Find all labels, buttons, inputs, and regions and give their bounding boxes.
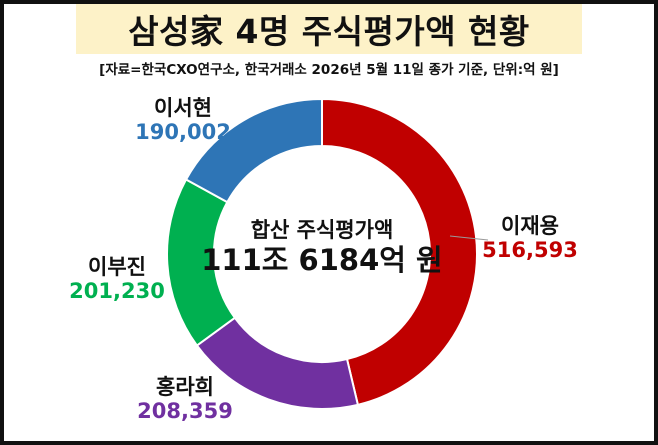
donut-slice-0 (321, 97, 478, 406)
slice-name-2: 이부진 (88, 255, 146, 279)
slice-name-0: 이재용 (501, 214, 559, 238)
donut-slice-3 (184, 97, 323, 204)
slice-value-1: 208,359 (137, 399, 233, 423)
chart-title: 삼성家 4명 주식평가액 현황 (128, 12, 530, 51)
slice-value-2: 201,230 (69, 279, 165, 303)
title-banner: 삼성家 4명 주식평가액 현황 (76, 4, 582, 54)
center-total-value: 111조 6184억 원 (201, 243, 443, 277)
slice-label-0: 이재용 516,593 (470, 214, 590, 262)
slice-name-1: 홍라희 (156, 375, 214, 399)
chart-subtitle: [자료=한국CXO연구소, 한국거래소 2026년 5월 11일 종가 기준, … (99, 62, 559, 78)
slice-label-3: 이서현 190,002 (128, 96, 238, 144)
slice-label-1: 홍라희 208,359 (130, 375, 240, 423)
slice-value-0: 516,593 (482, 238, 578, 262)
slice-value-3: 190,002 (135, 120, 231, 144)
center-total-label: 합산 주식평가액 (250, 218, 394, 242)
slice-name-3: 이서현 (154, 96, 212, 120)
slice-label-2: 이부진 201,230 (62, 255, 172, 303)
leader-line-0 (449, 235, 489, 241)
